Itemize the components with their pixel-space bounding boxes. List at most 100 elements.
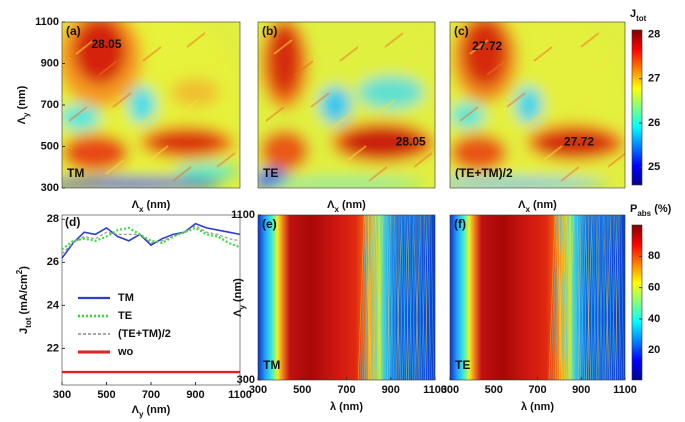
colorbar-tick-label: 27 [648,73,660,85]
x-tick-label: 300 [53,389,71,401]
heatmap-speckle [589,215,594,380]
heatmap-speckle [363,215,368,380]
series-line [61,225,241,255]
mode-label: TE [263,166,278,180]
legend-label: TE [118,310,132,322]
heatmap-speckle [564,215,569,380]
colorbar-tick-label: 28 [648,28,660,40]
axis-label: Jtot (mA/cm2) [15,266,33,334]
heatmap-speckle [565,215,570,380]
axis-label: Λy (nm) [232,278,247,317]
max-label: 28.05 [396,135,426,149]
heatmap-streak [413,152,433,168]
heatmap-streak [486,60,506,76]
heatmap-speckle [576,215,581,380]
series-line [61,222,241,259]
heatmap-streak [376,99,396,115]
label-part: (nm) [530,199,557,211]
heatmap-speckle [620,215,625,380]
heatmap-streak [135,113,155,129]
heatmap-speckle [367,215,372,380]
heatmap-streak [258,22,260,23]
heatmap-speckle [614,215,619,380]
heatmap-speckle [406,215,414,380]
heatmap-speckle [590,215,594,380]
heatmap-speckle [408,215,415,380]
x-tick-label: 700 [528,384,546,396]
heatmap-speckle [559,215,567,380]
x-tick-label: 900 [186,389,204,401]
heatmap-speckle [393,215,398,380]
x-tick-label: 500 [485,384,503,396]
x-tick-label: 700 [337,384,355,396]
label-part: J [18,328,30,334]
heatmap [450,215,625,380]
heatmap-speckle [583,215,588,380]
y-tick-label: 26 [47,256,59,268]
heatmap-speckle [395,215,403,380]
heatmap-speckle [554,215,562,380]
heatmap-streak [597,53,617,69]
heatmap-speckle [400,215,408,380]
heatmap-speckle [570,215,575,380]
heatmap-streak [347,145,367,161]
heatmap-speckle [424,215,429,380]
label-part: (mA/cm [18,274,30,318]
heatmap-speckle [381,215,389,380]
label-part: (%) [651,203,672,215]
label-part: λ (nm) [521,401,554,413]
x-tick-label: 900 [382,384,400,396]
heatmap-region [73,22,127,85]
axis-label: Jtot [630,8,647,23]
heatmap [450,22,625,188]
heatmap-region [62,105,100,130]
x-tick-label: 700 [142,389,160,401]
label-part: abs [637,209,651,218]
heatmap-streak [68,106,88,122]
heatmap-speckle [615,215,623,380]
heatmap-speckle [359,215,367,380]
y-tick-label: 24 [47,299,60,311]
heatmap-speckle [417,215,422,380]
heatmap-region [450,177,608,188]
label-part: (nm) [143,404,170,416]
heatmap-streak [265,106,285,122]
x-tick-label: 1100 [613,384,637,396]
label-part: λ (nm) [330,401,363,413]
y-tick-label: 28 [47,213,59,225]
heatmap-speckle [608,215,612,380]
colorbar-tick-label: 80 [648,250,660,262]
heatmap-streak [105,159,125,175]
heatmap-speckle [369,215,374,380]
heatmap-speckle [370,215,378,380]
heatmap-streak [273,39,293,55]
heatmap-streak [186,32,206,48]
heatmap-speckle [561,215,568,380]
axis-label: λ (nm) [330,401,363,413]
heatmap-streak [179,99,199,115]
y-tick-label: 1100 [35,16,59,28]
max-label: 27.72 [564,135,594,149]
colorbar-tick-label: 26 [648,117,660,129]
heatmap-speckle [387,215,391,380]
heatmap-field [258,215,435,380]
mode-label: TM [67,166,84,180]
heatmap-speckle [577,215,582,380]
heatmap-region [260,129,309,172]
heatmap-region [62,134,129,172]
label-part: ) [18,266,30,270]
label-part: x [335,205,340,214]
heatmap-speckle [368,215,373,380]
heatmap-speckle [592,215,599,380]
max-label: 28.05 [91,37,121,51]
heatmap-streak [339,46,359,62]
label-part: Λ [232,309,244,317]
heatmap-speckle [406,215,410,380]
heatmap-region [171,78,220,108]
heatmap-speckle [373,215,378,380]
heatmap-speckle [601,215,606,380]
heatmap-speckle [398,215,403,380]
panel-label: (e) [262,217,277,231]
heatmap-speckle [412,215,417,380]
label-part: P [630,203,637,215]
